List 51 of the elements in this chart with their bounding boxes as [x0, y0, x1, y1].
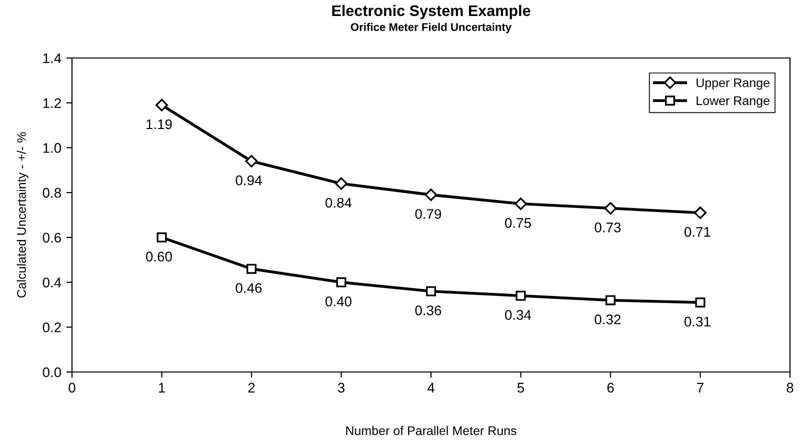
data-label: 0.36 [415, 306, 442, 316]
x-tick-label: 4 [427, 382, 434, 392]
data-label: 0.46 [236, 283, 262, 293]
legend-label: Upper Range [696, 78, 770, 90]
chart-subtitle: Orifice Meter Field Uncertainty [350, 22, 512, 34]
y-axis-title: Calculated Uncertainty - +/- % [16, 132, 28, 298]
point [156, 98, 168, 112]
x-axis-title: Number of Parallel Meter Runs [346, 426, 516, 436]
x-tick-label: 0 [68, 382, 76, 393]
point [694, 206, 706, 219]
point [335, 177, 348, 190]
data-label: 0.75 [505, 218, 531, 228]
y-tick-label: 0.2 [42, 322, 61, 332]
y-tick-label: 1.0 [43, 143, 62, 153]
point [156, 232, 167, 242]
point [426, 286, 436, 296]
data-label: 0.40 [326, 296, 352, 306]
chart-title: Electronic System Example [332, 4, 530, 20]
point [245, 154, 258, 168]
point [336, 277, 346, 288]
data-label: 0.32 [594, 314, 621, 324]
y-tick-label: 0.0 [42, 367, 62, 378]
x-tick-label: 1 [158, 382, 165, 392]
data-label: 0.94 [236, 175, 262, 186]
point [424, 188, 438, 202]
point [246, 264, 256, 274]
x-tick-label: 5 [517, 382, 524, 393]
data-label: 0.73 [594, 222, 621, 232]
point [604, 202, 617, 215]
y-tick-label: 0.6 [42, 232, 61, 243]
x-tick-label: 8 [786, 382, 794, 393]
x-tick-label: 7 [697, 382, 704, 392]
y-tick-label: 1.4 [43, 53, 62, 64]
data-label: 0.31 [684, 316, 710, 327]
x-tick-label: 6 [607, 382, 614, 393]
point [606, 295, 616, 306]
point [514, 198, 527, 210]
data-label: 0.84 [326, 198, 352, 208]
y-tick-label: 0.4 [42, 278, 62, 288]
x-tick-label: 3 [338, 382, 344, 393]
data-label: 0.60 [146, 252, 172, 262]
point [695, 297, 706, 308]
data-label: 1.19 [146, 119, 172, 130]
data-label: 0.71 [684, 227, 710, 237]
y-tick-label: 1.2 [43, 98, 61, 108]
data-label: 0.79 [415, 209, 442, 219]
x-tick-label: 2 [248, 382, 255, 392]
point [516, 290, 526, 301]
data-label: 0.34 [505, 310, 532, 320]
y-tick-label: 0.8 [42, 188, 61, 198]
legend-label: Lower Range [696, 96, 770, 108]
